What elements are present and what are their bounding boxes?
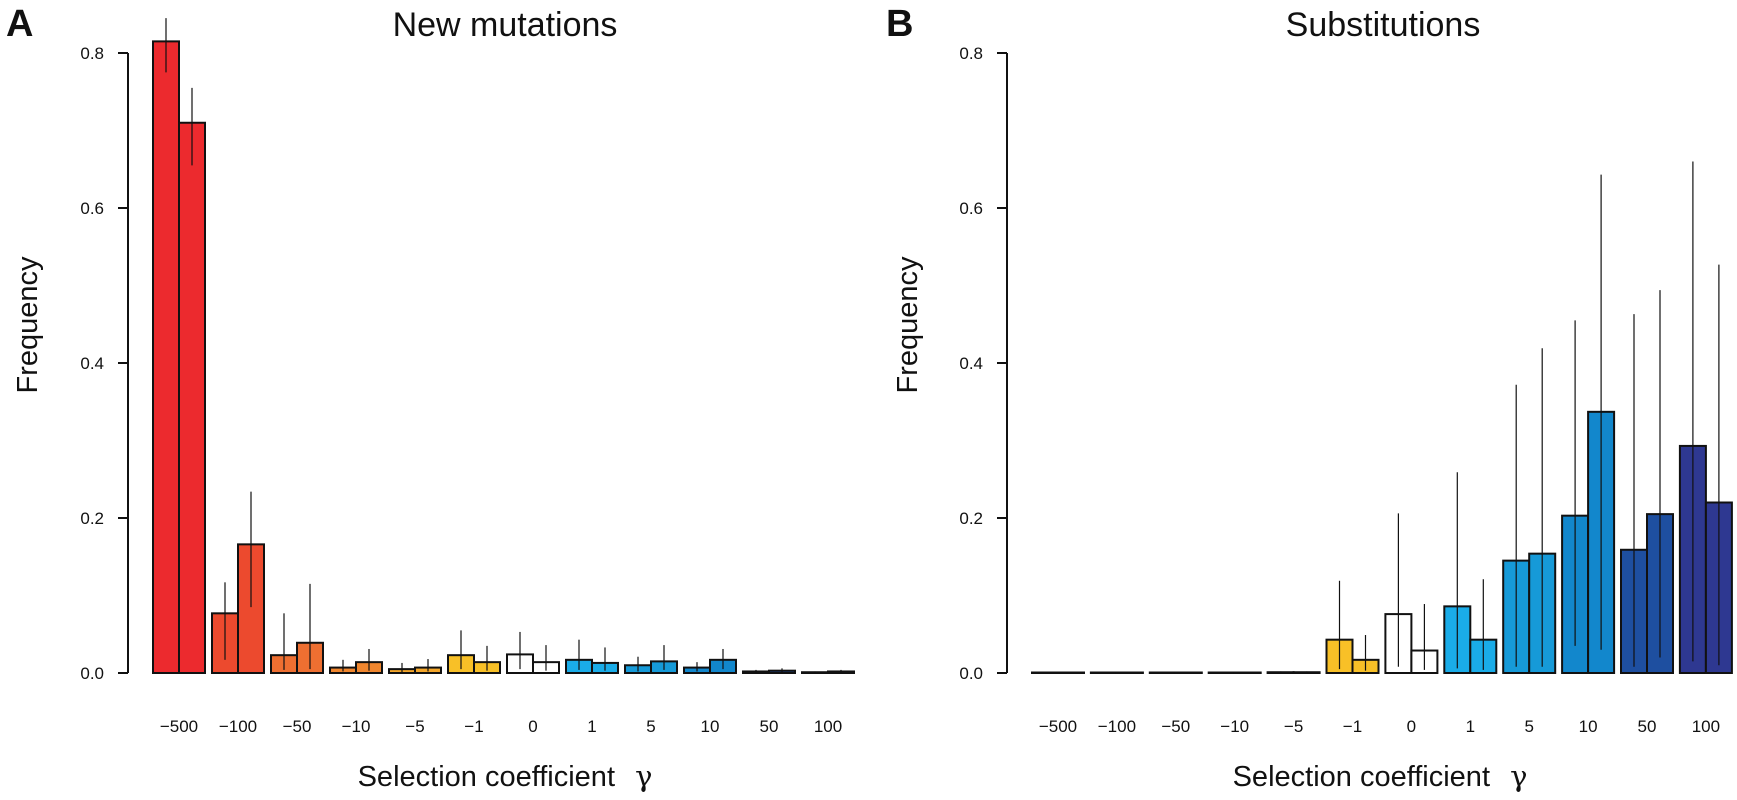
category-label-b-11: 100 <box>1692 717 1720 736</box>
bar-b-3-1 <box>1233 671 1262 674</box>
category-label-a-4: −5 <box>405 717 424 736</box>
category-label-b-7: 1 <box>1466 717 1475 736</box>
y-tick-label-b-4: 0.8 <box>959 44 983 63</box>
y-tick-label-a-3: 0.6 <box>80 199 104 218</box>
y-ticks-b: 0.0 0.2 0.4 0.6 0.8 <box>959 44 1007 683</box>
bars-a <box>152 18 855 675</box>
y-tick-label-a-0: 0.0 <box>80 664 104 683</box>
category-label-b-4: −5 <box>1284 717 1303 736</box>
category-label-a-0: −500 <box>160 717 198 736</box>
category-label-a-2: −50 <box>283 717 312 736</box>
x-axis-symbol-b: γ <box>1510 759 1527 793</box>
bar-b-0-0 <box>1031 671 1059 674</box>
category-label-a-1: −100 <box>219 717 257 736</box>
panel-letter-b: B <box>886 3 913 45</box>
bar-b-1-1 <box>1115 671 1144 674</box>
category-label-b-3: −10 <box>1220 717 1249 736</box>
category-label-a-5: −1 <box>464 717 483 736</box>
category-label-b-10: 50 <box>1638 717 1657 736</box>
category-label-a-10: 50 <box>760 717 779 736</box>
x-axis-symbol-a: γ <box>635 759 652 793</box>
category-label-a-6: 0 <box>528 717 537 736</box>
category-label-a-8: 5 <box>646 717 655 736</box>
x-axis-label-b: Selection coefficient γ <box>1233 759 1528 793</box>
x-axis-label-text-a: Selection coefficient <box>358 761 615 793</box>
panel-letter-a: A <box>6 3 33 45</box>
x-axis-label-a: Selection coefficient γ <box>358 759 653 793</box>
bar-a-0-1 <box>178 121 206 674</box>
category-label-b-0: −500 <box>1039 717 1077 736</box>
bar-a-0-0 <box>152 40 180 674</box>
bar-b-2-1 <box>1174 671 1203 674</box>
category-label-b-9: 10 <box>1579 717 1598 736</box>
panel-a: A New mutations Frequency Selection coef… <box>6 3 855 793</box>
category-label-a-3: −10 <box>342 717 371 736</box>
bar-b-3-0 <box>1207 671 1236 674</box>
category-labels-b: −500 −100 −50 −10 −5 −1 0 1 5 10 50 100 <box>1039 717 1720 736</box>
y-tick-label-b-0: 0.0 <box>959 664 983 683</box>
panel-title-a: New mutations <box>393 6 618 44</box>
category-label-a-7: 1 <box>587 717 596 736</box>
bar-b-2-0 <box>1148 671 1177 674</box>
y-tick-label-a-1: 0.2 <box>80 509 104 528</box>
y-ticks-a: 0.0 0.2 0.4 0.6 0.8 <box>80 44 128 683</box>
category-label-b-1: −100 <box>1098 717 1136 736</box>
category-label-a-9: 10 <box>701 717 720 736</box>
bars-b <box>1031 161 1733 675</box>
category-label-b-2: −50 <box>1161 717 1190 736</box>
y-tick-label-b-3: 0.6 <box>959 199 983 218</box>
x-axis-label-text-b: Selection coefficient <box>1233 761 1490 793</box>
bar-b-0-1 <box>1057 671 1085 674</box>
y-axis-label-a: Frequency <box>12 256 44 394</box>
y-tick-label-a-2: 0.4 <box>80 354 104 373</box>
category-label-a-11: 100 <box>814 717 842 736</box>
bar-b-1-0 <box>1089 671 1118 674</box>
y-axis-label-b: Frequency <box>892 256 924 394</box>
y-tick-label-b-2: 0.4 <box>959 354 983 373</box>
panel-title-b: Substitutions <box>1286 6 1481 44</box>
category-labels-a: −500 −100 −50 −10 −5 −1 0 1 5 10 50 100 <box>160 717 842 736</box>
y-tick-label-b-1: 0.2 <box>959 509 983 528</box>
panel-b: B Substitutions Frequency Selection coef… <box>886 3 1733 793</box>
y-tick-label-a-4: 0.8 <box>80 44 104 63</box>
category-label-b-6: 0 <box>1407 717 1416 736</box>
category-label-b-8: 5 <box>1524 717 1533 736</box>
category-label-b-5: −1 <box>1343 717 1362 736</box>
